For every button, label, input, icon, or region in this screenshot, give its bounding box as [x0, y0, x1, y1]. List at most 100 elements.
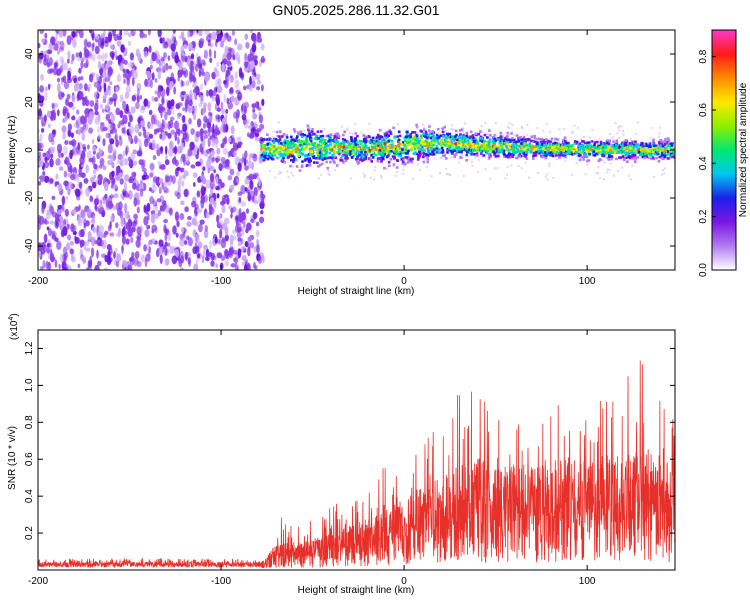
heatmap-signal-cell	[608, 139, 611, 142]
heatmap-noise-cell	[174, 131, 178, 142]
heatmap-noise-cell	[256, 37, 263, 43]
heatmap-faint-cell	[349, 148, 352, 151]
heatmap-noise-cell	[113, 184, 118, 189]
heatmap-faint-cell	[436, 132, 439, 135]
heatmap-signal-cell	[639, 153, 642, 157]
heatmap-noise-cell	[260, 190, 264, 195]
heatmap-noise-cell	[145, 253, 151, 262]
heatmap-signal-cell	[664, 138, 667, 141]
heatmap-noise-cell	[115, 222, 119, 229]
heatmap-signal-cell	[309, 136, 312, 139]
heatmap-noise-cell	[192, 112, 197, 120]
heatmap-noise-cell	[41, 205, 45, 214]
heatmap-signal-cell	[335, 140, 339, 144]
heatmap-signal-cell	[401, 148, 404, 151]
heatmap-noise-cell	[205, 118, 209, 124]
heatmap-signal-cell	[378, 157, 382, 160]
heatmap-noise-cell	[177, 115, 181, 120]
heatmap-noise-cell	[245, 41, 250, 49]
heatmap-signal-cell	[362, 155, 365, 158]
heatmap-signal-cell	[642, 149, 646, 153]
heatmap-signal-cell	[322, 141, 326, 145]
heatmap-faint-cell	[439, 172, 441, 175]
heatmap-signal-cell	[267, 146, 270, 150]
heatmap-noise-cell	[163, 204, 167, 210]
heatmap-noise-cell	[102, 98, 107, 104]
heatmap-signal-cell	[518, 150, 521, 154]
heatmap-signal-cell	[532, 154, 535, 158]
heatmap-signal-cell	[314, 144, 317, 147]
heatmap-signal-cell	[391, 155, 395, 158]
heatmap-faint-cell	[510, 164, 513, 167]
heatmap-signal-cell	[313, 142, 317, 145]
heatmap-signal-cell	[460, 136, 464, 139]
heatmap-noise-cell	[109, 129, 114, 134]
heatmap-noise-cell	[199, 94, 204, 105]
heatmap-signal-cell	[266, 133, 269, 136]
heatmap-noise-cell	[97, 126, 100, 134]
heatmap-signal-cell	[321, 138, 324, 141]
heatmap-noise-cell	[243, 85, 247, 91]
heatmap-signal-cell	[446, 132, 449, 136]
heatmap-faint-cell	[531, 141, 534, 144]
heatmap-noise-cell	[211, 31, 217, 41]
heatmap-noise-cell	[247, 235, 252, 244]
heatmap-signal-cell	[283, 149, 287, 152]
heatmap-noise-cell	[46, 247, 50, 254]
heatmap-signal-cell	[393, 148, 397, 151]
heatmap-faint-cell	[350, 177, 353, 180]
heatmap-signal-cell	[285, 145, 289, 148]
heatmap-signal-cell	[317, 137, 320, 140]
heatmap-faint-cell	[508, 126, 511, 129]
heatmap-noise-cell	[158, 186, 162, 195]
heatmap-faint-cell	[599, 177, 602, 180]
heatmap-noise-cell	[181, 97, 185, 102]
heatmap-noise-cell	[156, 198, 162, 203]
heatmap-faint-cell	[634, 150, 637, 152]
heatmap-noise-cell	[220, 108, 226, 115]
heatmap-faint-cell	[595, 171, 598, 174]
heatmap-signal-cell	[558, 143, 562, 146]
heatmap-noise-cell	[62, 145, 68, 156]
heatmap-noise-cell	[251, 80, 256, 89]
heatmap-noise-cell	[98, 85, 102, 93]
heatmap-signal-cell	[406, 151, 409, 155]
heatmap-signal-cell	[383, 139, 386, 142]
heatmap-noise-cell	[185, 80, 190, 87]
heatmap-signal-cell	[319, 135, 323, 138]
heatmap-signal-cell	[301, 143, 304, 147]
heatmap-noise-cell	[128, 125, 134, 134]
heatmap-signal-cell	[503, 155, 506, 158]
heatmap-noise-cell	[247, 160, 253, 169]
heatmap-noise-cell	[131, 226, 136, 233]
heatmap-noise-cell	[132, 182, 137, 190]
heatmap-noise-cell	[154, 199, 158, 206]
heatmap-faint-cell	[445, 130, 448, 133]
heatmap-noise-cell	[228, 87, 234, 95]
heatmap-noise-cell	[253, 262, 256, 269]
heatmap-noise-cell	[216, 252, 223, 259]
heatmap-noise-cell	[136, 206, 140, 214]
heatmap-signal-cell	[633, 144, 637, 148]
heatmap-signal-cell	[465, 134, 469, 138]
heatmap-signal-cell	[597, 151, 601, 155]
heatmap-faint-cell	[524, 161, 527, 164]
heatmap-signal-cell	[293, 130, 297, 133]
heatmap-signal-cell	[264, 156, 268, 159]
heatmap-faint-cell	[660, 173, 663, 176]
heatmap-signal-cell	[328, 151, 332, 155]
heatmap-signal-cell	[483, 149, 486, 152]
heatmap-noise-cell	[225, 109, 229, 114]
heatmap-faint-cell	[298, 131, 301, 134]
heatmap-signal-cell	[453, 153, 456, 157]
heatmap-signal-cell	[534, 147, 537, 151]
heatmap-faint-cell	[578, 141, 581, 144]
heatmap-noise-cell	[128, 121, 131, 127]
heatmap-noise-cell	[111, 170, 115, 177]
heatmap-noise-cell	[186, 221, 192, 228]
heatmap-signal-cell	[268, 151, 272, 155]
heatmap-signal-cell	[307, 158, 310, 161]
heatmap-signal-cell	[403, 162, 407, 166]
heatmap-signal-cell	[358, 139, 361, 143]
heatmap-noise-cell	[222, 147, 228, 155]
